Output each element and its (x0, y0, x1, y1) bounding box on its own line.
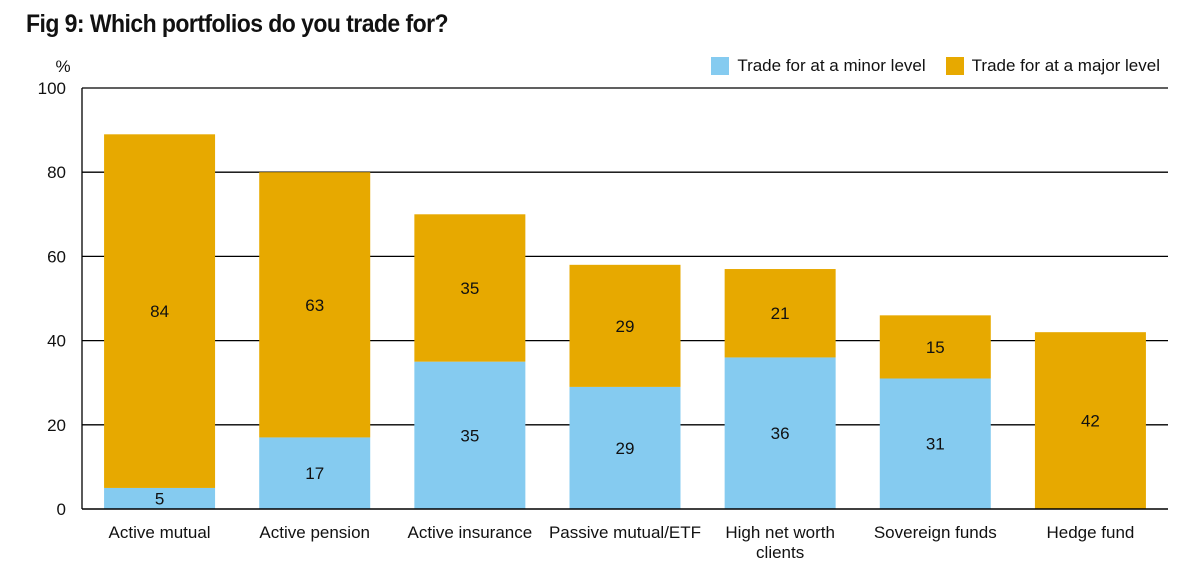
data-label: 84 (150, 302, 169, 321)
bar-minor (879, 378, 991, 509)
x-tick-label: Active mutual (109, 523, 211, 542)
data-label: 29 (616, 317, 635, 336)
legend-label-major: Trade for at a major level (971, 56, 1160, 75)
x-tick-label: Passive mutual/ETF (549, 523, 701, 542)
bar-minor (569, 386, 681, 509)
bar-major (879, 315, 991, 379)
data-label: 31 (926, 435, 945, 454)
data-label: 63 (305, 296, 324, 315)
x-tick-label: High net worth (725, 523, 835, 542)
data-label: 17 (305, 464, 324, 483)
chart-title: Fig 9: Which portfolios do you trade for… (26, 10, 449, 38)
data-label: 35 (460, 279, 479, 298)
legend-item-major: Trade for at a major level (945, 56, 1160, 76)
bar-major (414, 214, 526, 362)
x-tick-label: clients (756, 543, 804, 562)
y-tick-label: 60 (47, 247, 66, 266)
data-label: 42 (1081, 412, 1100, 431)
bar-major (1034, 332, 1146, 509)
bar-minor (724, 357, 836, 509)
data-label: 15 (926, 338, 945, 357)
legend-swatch-major (945, 57, 964, 75)
y-tick-label: 100 (38, 79, 66, 98)
bar-major (724, 269, 836, 358)
y-tick-label: 80 (47, 163, 66, 182)
legend: Trade for at a minor level Trade for at … (691, 56, 1160, 76)
bar-major (104, 134, 216, 488)
bar-minor (259, 437, 371, 509)
legend-swatch-minor (711, 57, 730, 75)
bar-minor (414, 361, 526, 509)
data-label: 21 (771, 304, 790, 323)
x-tick-label: Sovereign funds (874, 523, 997, 542)
x-tick-label: Active insurance (407, 523, 532, 542)
bar-minor (104, 487, 216, 509)
legend-item-minor: Trade for at a minor level (711, 56, 926, 76)
y-tick-label: 40 (47, 332, 66, 351)
y-axis-label: % (55, 57, 70, 76)
bar-major (259, 172, 371, 438)
bar-major (569, 264, 681, 387)
data-label: 35 (460, 426, 479, 445)
data-label: 36 (771, 424, 790, 443)
x-tick-label: Hedge fund (1046, 523, 1134, 542)
legend-label-minor: Trade for at a minor level (737, 56, 926, 75)
data-label: 29 (616, 439, 635, 458)
data-label: 5 (155, 489, 164, 508)
y-tick-label: 20 (47, 416, 66, 435)
y-tick-label: 0 (57, 500, 66, 519)
x-tick-label: Active pension (259, 523, 370, 542)
